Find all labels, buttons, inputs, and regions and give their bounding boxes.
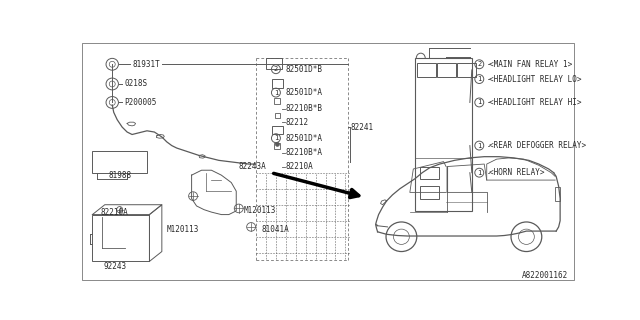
- Text: <HEADLIGHT RELAY HI>: <HEADLIGHT RELAY HI>: [489, 98, 582, 107]
- Bar: [437, 63, 456, 76]
- Text: <REAR DEFOGGER RELAY>: <REAR DEFOGGER RELAY>: [489, 141, 586, 150]
- Text: <HEADLIGHT RELAY LO>: <HEADLIGHT RELAY LO>: [489, 75, 582, 84]
- Text: <MAIN FAN RELAY 1>: <MAIN FAN RELAY 1>: [489, 60, 572, 69]
- Text: 81931T: 81931T: [132, 60, 160, 69]
- Text: 82501D*A: 82501D*A: [286, 134, 323, 143]
- Text: 82210A: 82210A: [101, 208, 129, 217]
- Bar: [273, 126, 284, 134]
- Text: 2: 2: [477, 61, 481, 67]
- Text: 1: 1: [477, 100, 481, 106]
- Text: 1: 1: [477, 143, 481, 148]
- Text: 82501D*B: 82501D*B: [286, 65, 323, 74]
- Bar: [417, 63, 436, 76]
- Bar: [275, 143, 280, 148]
- Text: M120113: M120113: [167, 225, 199, 234]
- Text: 82212: 82212: [286, 118, 309, 127]
- Bar: [273, 79, 284, 88]
- Bar: [415, 58, 472, 211]
- Text: 82210A: 82210A: [286, 162, 314, 171]
- Text: 82501D*A: 82501D*A: [286, 88, 323, 97]
- Bar: [275, 113, 280, 118]
- Ellipse shape: [275, 142, 280, 146]
- Text: 1: 1: [274, 135, 278, 141]
- Text: 81041A: 81041A: [261, 225, 289, 234]
- Text: A822001162: A822001162: [522, 271, 568, 280]
- Text: M120113: M120113: [244, 206, 276, 215]
- Text: 82210B*B: 82210B*B: [286, 104, 323, 113]
- Text: 82210B*A: 82210B*A: [286, 148, 323, 157]
- Bar: [457, 63, 476, 76]
- Bar: [92, 215, 150, 261]
- Text: 1: 1: [274, 90, 278, 96]
- Text: 82241: 82241: [350, 123, 374, 132]
- Bar: [420, 186, 438, 198]
- Text: 1: 1: [477, 76, 481, 82]
- Text: <HORN RELAY>: <HORN RELAY>: [489, 168, 545, 177]
- Text: 82243A: 82243A: [239, 162, 266, 171]
- Bar: [275, 98, 280, 104]
- Text: P200005: P200005: [125, 98, 157, 107]
- Bar: [420, 166, 438, 179]
- Bar: [92, 150, 147, 173]
- Bar: [555, 188, 560, 201]
- Text: 2: 2: [274, 66, 278, 72]
- Text: 92243: 92243: [103, 262, 126, 271]
- Text: 0218S: 0218S: [125, 79, 148, 89]
- Bar: [266, 58, 282, 69]
- Text: 81988: 81988: [108, 171, 131, 180]
- Text: 1: 1: [477, 170, 481, 176]
